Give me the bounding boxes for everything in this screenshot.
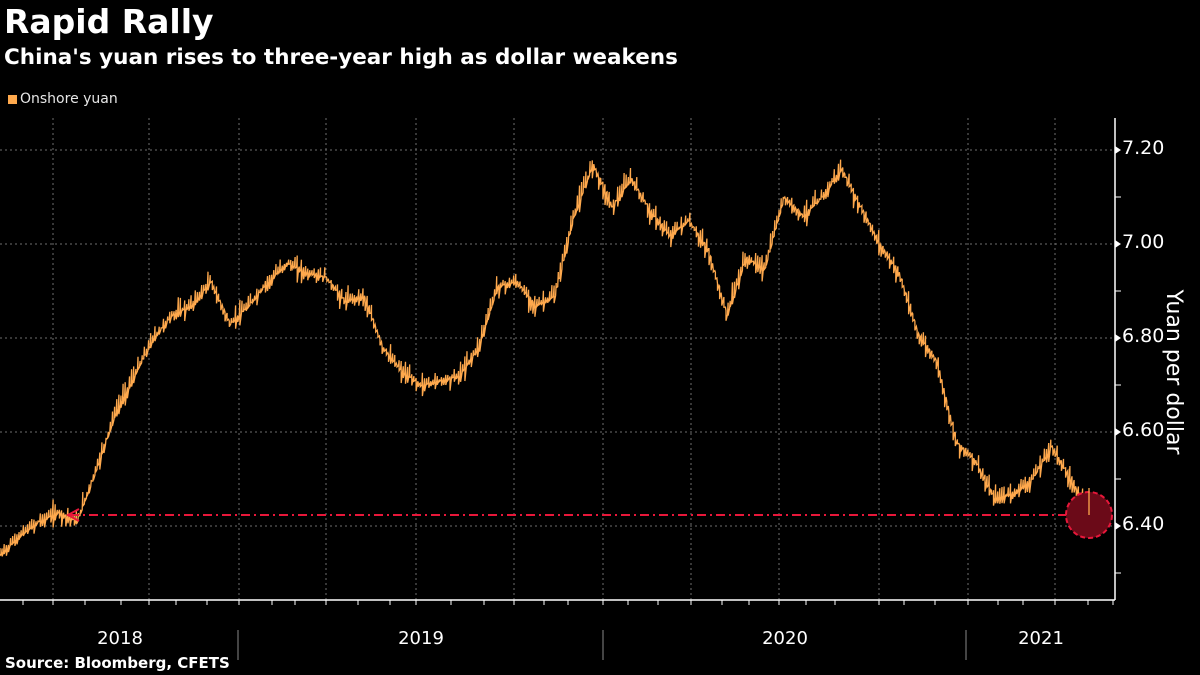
legend-label: Onshore yuan bbox=[20, 91, 118, 107]
x-year-label: 2021 bbox=[1018, 628, 1064, 649]
gridlines bbox=[0, 118, 1115, 600]
y-tick-label: 7.00 bbox=[1122, 231, 1165, 253]
arrow-head-icon bbox=[65, 508, 80, 522]
annotation bbox=[65, 488, 1113, 539]
chart-title: Rapid Rally bbox=[4, 2, 214, 41]
axes bbox=[0, 118, 1121, 660]
series-line-onshore-yuan bbox=[0, 159, 1090, 557]
y-tick-label: 6.60 bbox=[1122, 419, 1165, 441]
y-tick-label: 7.20 bbox=[1122, 137, 1165, 159]
legend-swatch bbox=[8, 94, 17, 104]
chart-subtitle: China's yuan rises to three-year high as… bbox=[4, 45, 678, 70]
y-tick-label: 6.40 bbox=[1122, 513, 1165, 535]
legend: Onshore yuan bbox=[8, 91, 118, 107]
x-year-label: 2019 bbox=[398, 628, 444, 649]
x-year-label: 2020 bbox=[762, 628, 808, 649]
y-tick-label: 6.80 bbox=[1122, 325, 1165, 347]
source-note: Source: Bloomberg, CFETS bbox=[5, 654, 230, 672]
y-axis-title: Yuan per dollar bbox=[1161, 289, 1186, 455]
x-year-label: 2018 bbox=[97, 628, 143, 649]
